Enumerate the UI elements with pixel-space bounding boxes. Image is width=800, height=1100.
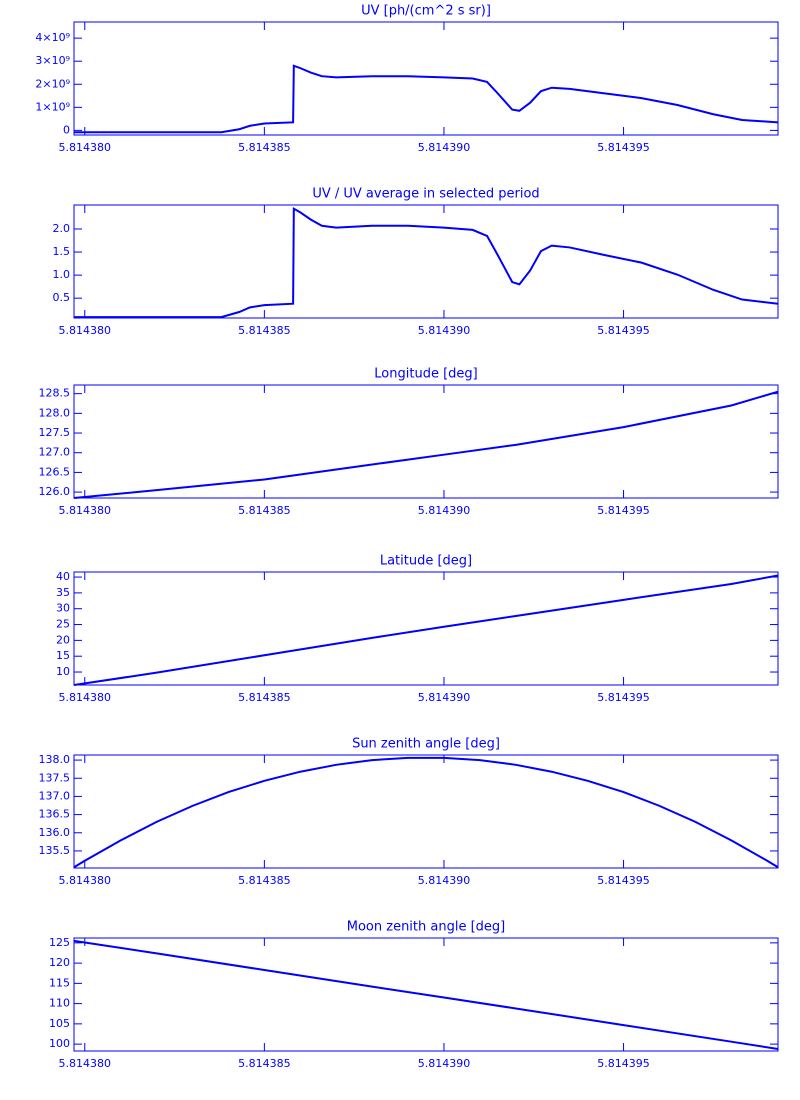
y-tick-label: 115 [49, 976, 70, 989]
panel-title: Latitude [deg] [380, 554, 472, 569]
y-tick-label: 138.0 [39, 753, 71, 766]
y-tick-label: 40 [56, 570, 70, 583]
x-tick-label: 5.814395 [597, 504, 650, 517]
panel-title: Longitude [deg] [374, 367, 477, 382]
y-tick-label: 137.5 [39, 771, 71, 784]
y-tick-label: 135.5 [39, 844, 71, 857]
y-tick-label: 100 [49, 1037, 70, 1050]
x-tick-label: 5.814395 [597, 324, 650, 337]
x-tick-label: 5.814385 [238, 1057, 291, 1070]
y-tick-label: 4×10⁹ [35, 31, 70, 44]
y-tick-label: 126.5 [39, 465, 71, 478]
x-tick-label: 5.814385 [238, 504, 291, 517]
plot-frame [73, 571, 779, 686]
x-tick-label: 5.814390 [418, 1057, 471, 1070]
y-tick-label: 126.0 [39, 485, 71, 498]
x-tick-label: 5.814380 [59, 1057, 112, 1070]
y-tick-label: 128.0 [39, 406, 71, 419]
panel-title: Sun zenith angle [deg] [352, 737, 500, 752]
plot-frame [73, 937, 779, 1052]
y-tick-label: 125 [49, 936, 70, 949]
y-tick-label: 1.0 [53, 268, 71, 281]
x-tick-label: 5.814380 [59, 324, 112, 337]
x-tick-label: 5.814385 [238, 324, 291, 337]
x-tick-label: 5.814390 [418, 324, 471, 337]
y-tick-label: 2.0 [53, 222, 71, 235]
y-tick-label: 1×10⁹ [35, 100, 70, 113]
y-tick-label: 30 [56, 602, 70, 615]
x-tick-label: 5.814390 [418, 691, 471, 704]
y-tick-label: 0 [63, 123, 70, 136]
data-line [73, 390, 779, 499]
x-tick-label: 5.814380 [59, 141, 112, 154]
y-tick-label: 110 [49, 997, 70, 1010]
x-tick-label: 5.814385 [238, 874, 291, 887]
y-tick-label: 127.0 [39, 446, 71, 459]
y-tick-label: 20 [56, 633, 70, 646]
data-line [73, 574, 779, 686]
y-tick-label: 128.5 [39, 387, 71, 400]
x-tick-label: 5.814395 [597, 1057, 650, 1070]
plot-frame [73, 754, 779, 869]
y-tick-label: 10 [56, 665, 70, 678]
y-tick-label: 127.5 [39, 426, 71, 439]
x-tick-label: 5.814395 [597, 874, 650, 887]
data-line [74, 206, 779, 319]
y-tick-label: 35 [56, 586, 70, 599]
x-tick-label: 5.814380 [59, 504, 112, 517]
panel-title: Moon zenith angle [deg] [347, 920, 505, 935]
x-tick-label: 5.814395 [597, 691, 650, 704]
y-tick-label: 1.5 [53, 245, 71, 258]
data-line [73, 756, 779, 869]
y-tick-label: 25 [56, 618, 70, 631]
y-tick-label: 137.0 [39, 789, 71, 802]
x-tick-label: 5.814390 [418, 874, 471, 887]
x-tick-label: 5.814385 [238, 691, 291, 704]
y-tick-label: 2×10⁹ [35, 77, 70, 90]
y-tick-label: 15 [56, 649, 70, 662]
data-line [73, 939, 779, 1050]
y-tick-label: 3×10⁹ [35, 54, 70, 67]
plot-frame [73, 21, 779, 136]
y-tick-label: 136.0 [39, 826, 71, 839]
x-tick-label: 5.814390 [418, 504, 471, 517]
plot-frame [73, 384, 779, 499]
panel-title: UV [ph/(cm^2 s sr)] [361, 4, 491, 19]
x-tick-label: 5.814390 [418, 141, 471, 154]
plot-frame [73, 204, 779, 319]
panel-title: UV / UV average in selected period [312, 187, 539, 202]
y-tick-label: 120 [49, 956, 70, 969]
y-tick-label: 136.5 [39, 808, 71, 821]
data-line [74, 64, 779, 134]
x-tick-label: 5.814380 [59, 874, 112, 887]
x-tick-label: 5.814380 [59, 691, 112, 704]
y-tick-label: 0.5 [53, 291, 71, 304]
y-tick-label: 105 [49, 1017, 70, 1030]
x-tick-label: 5.814395 [597, 141, 650, 154]
x-tick-label: 5.814385 [238, 141, 291, 154]
